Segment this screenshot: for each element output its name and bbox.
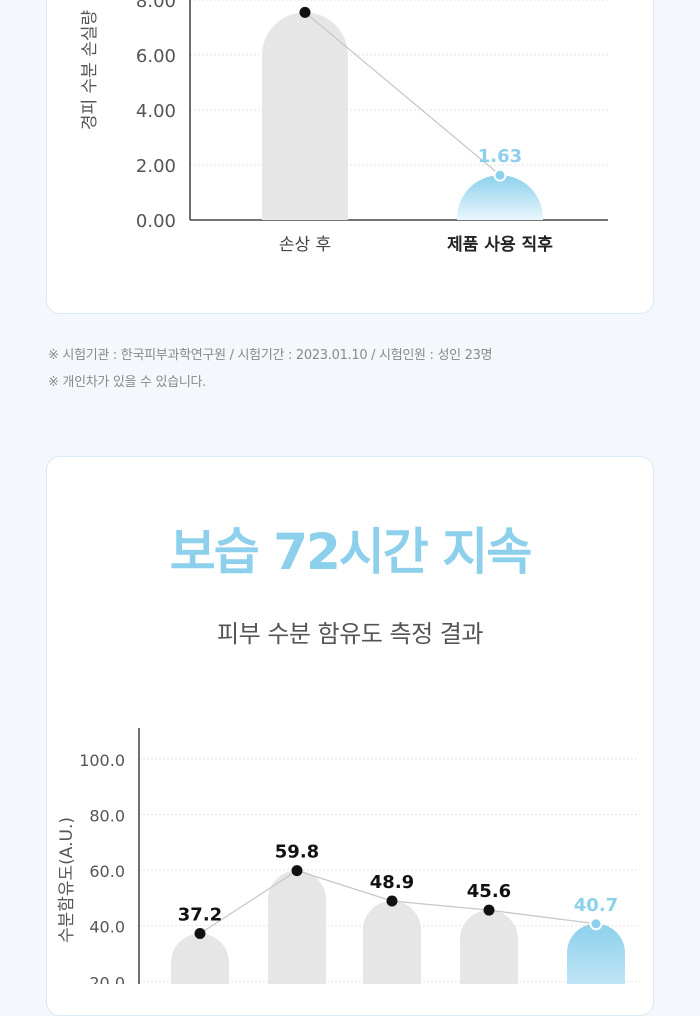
data-point (589, 917, 603, 931)
y-tick-label: 8.00 (136, 0, 176, 12)
value-label: 59.8 (275, 842, 319, 863)
moisture-subtitle: 피부 수분 함유도 측정 결과 (217, 620, 483, 648)
moisture-chart: 20.0 40.0 60.0 80.0 100.0 수분함유도(A.U.) 37.2 59.8… (57, 728, 637, 984)
data-point (483, 904, 495, 916)
y-axis-label: 수분함유도(A.U.) (57, 817, 77, 943)
bar (457, 175, 543, 220)
tewl-chart: 0.00 2.00 4.00 6.00 8.00 경피 수분 손실량 1.63 손상 후 제품 … (80, 0, 608, 255)
y-axis-label: 경피 수분 손실량 (80, 10, 100, 131)
data-point (493, 168, 507, 182)
data-point (299, 6, 311, 18)
trend-line (304, 11, 501, 176)
bar (567, 923, 625, 984)
data-point (386, 895, 398, 907)
bar (171, 933, 229, 984)
y-tick-label: 40.0 (89, 918, 125, 937)
bar (268, 870, 326, 984)
y-tick-label: 60.0 (89, 862, 125, 881)
x-tick-label: 제품 사용 직후 (447, 234, 553, 255)
value-label: 1.63 (478, 146, 522, 167)
moisture-title: 보습 72시간 지속 (169, 523, 532, 581)
y-tick-label: 0.00 (136, 211, 176, 232)
x-tick-label: 손상 후 (279, 235, 331, 255)
value-label: 48.9 (370, 872, 414, 893)
test-notes: ※ 시험기관 : 한국피부과학연구원 / 시험기간 : 2023.01.10 /… (48, 342, 493, 396)
note-test-info: ※ 시험기관 : 한국피부과학연구원 / 시험기간 : 2023.01.10 /… (48, 348, 493, 363)
y-tick-label: 4.00 (136, 101, 176, 122)
value-label: 37.2 (178, 905, 222, 926)
chart-card-moisture (46, 456, 654, 1016)
bar (262, 12, 348, 220)
note-disclaimer: ※ 개인차가 있을 수 있습니다. (48, 375, 207, 390)
bar (460, 910, 518, 984)
data-point (291, 865, 303, 877)
value-label: 45.6 (467, 881, 511, 902)
chart-card-tewl (46, 0, 654, 314)
y-tick-label: 20.0 (89, 973, 125, 984)
y-tick-label: 80.0 (89, 806, 125, 825)
y-tick-label: 2.00 (136, 156, 176, 177)
value-label: 40.7 (574, 895, 618, 916)
data-point (194, 928, 206, 940)
bar (363, 901, 421, 984)
y-tick-label: 6.00 (136, 46, 176, 67)
y-tick-label: 100.0 (79, 751, 125, 770)
